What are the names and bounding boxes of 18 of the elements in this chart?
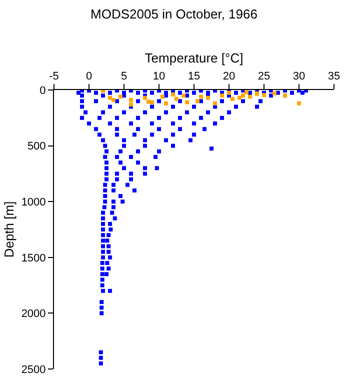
y-tick-label: 0 bbox=[40, 84, 46, 97]
y-tick-label: 2500 bbox=[21, 364, 46, 376]
y-tick-label: 2000 bbox=[21, 308, 46, 320]
x-tick-label: 15 bbox=[188, 70, 200, 83]
x-tick-label: -5 bbox=[49, 70, 59, 83]
y-tick-label: 1500 bbox=[21, 252, 46, 264]
x-tick-label: 10 bbox=[152, 70, 166, 83]
x-tick-label: 20 bbox=[222, 70, 236, 83]
y-tick-label: 500 bbox=[27, 140, 46, 153]
y-tick-label: 1000 bbox=[21, 196, 46, 208]
x-axis-title: Temperature [°C] bbox=[144, 50, 244, 66]
x-tick-label: 0 bbox=[86, 70, 92, 83]
y-axis-title: Depth [m] bbox=[1, 201, 16, 258]
x-tick-label: 25 bbox=[258, 70, 270, 83]
chart-title: MODS2005 in October, 1966 bbox=[90, 6, 258, 22]
x-tick-label: 35 bbox=[328, 70, 340, 83]
x-tick-label: 5 bbox=[120, 70, 128, 83]
x-tick-label: 30 bbox=[292, 70, 306, 83]
